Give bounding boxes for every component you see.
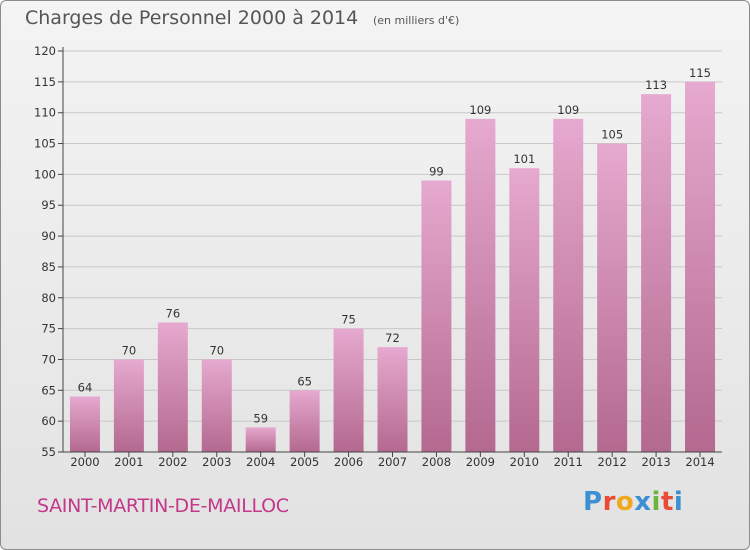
bar-value-label: 109 (557, 103, 579, 117)
bar (245, 427, 276, 452)
bar (377, 347, 408, 452)
axes (58, 47, 722, 457)
bar (465, 118, 496, 452)
x-tick-label: 2006 (334, 455, 363, 469)
y-tick-label: 115 (34, 75, 56, 89)
y-tick-label: 60 (41, 414, 56, 428)
bar (113, 359, 144, 452)
logo-letter: r (602, 487, 616, 517)
x-tick-label: 2003 (202, 455, 231, 469)
x-tick-label: 2002 (158, 455, 187, 469)
y-tick-label: 120 (34, 44, 56, 58)
logo-letter: o (615, 487, 635, 517)
y-tick-label: 105 (34, 137, 56, 151)
x-tick-label: 2000 (70, 455, 99, 469)
bar-value-label: 65 (297, 374, 312, 388)
bar (553, 118, 584, 452)
bar-value-label: 113 (645, 78, 667, 92)
bar (421, 180, 452, 453)
bar-value-label: 115 (689, 66, 711, 80)
bar-value-label: 75 (341, 313, 356, 327)
y-tick-label: 95 (41, 198, 56, 212)
place-name: SAINT-MARTIN-DE-MAILLOC (37, 495, 289, 517)
bar-value-label: 72 (385, 331, 400, 345)
x-tick-label: 2012 (598, 455, 627, 469)
x-tick-label: 2008 (422, 455, 451, 469)
bar-value-label: 59 (253, 411, 268, 425)
y-tick-label: 110 (34, 106, 56, 120)
y-tick-label: 65 (41, 383, 56, 397)
bar (509, 168, 540, 452)
logo-letter: P (583, 487, 603, 517)
y-tick-label: 55 (41, 445, 56, 459)
x-tick-label: 2009 (466, 455, 495, 469)
x-tick-label: 2011 (554, 455, 583, 469)
bar-value-label: 109 (469, 103, 491, 117)
logo-letter: t (660, 487, 674, 517)
y-tick-label: 100 (34, 167, 56, 181)
y-tick-label: 70 (41, 352, 56, 366)
bar-value-label: 76 (166, 306, 181, 320)
bar-value-label: 105 (601, 128, 623, 142)
x-tick-label: 2010 (510, 455, 539, 469)
chart-title: Charges de Personnel 2000 à 2014 (25, 7, 359, 29)
x-tick-label: 2013 (641, 455, 670, 469)
bars (69, 81, 716, 453)
bar (69, 396, 100, 452)
proxiti-logo[interactable]: Proxiti (583, 487, 683, 517)
bar-value-label: 99 (429, 165, 444, 179)
bar (157, 322, 188, 452)
y-tick-label: 85 (41, 260, 56, 274)
y-tick-label: 75 (41, 322, 56, 336)
x-tick-label: 2005 (290, 455, 319, 469)
bar (333, 328, 364, 452)
x-tick-label: 2007 (378, 455, 407, 469)
bar (685, 81, 716, 452)
y-tick-label: 80 (41, 291, 56, 305)
bar-value-label: 101 (513, 152, 535, 166)
logo-letter: i (651, 487, 661, 517)
bar-value-label: 70 (122, 343, 137, 357)
logo-letter: i (673, 487, 684, 517)
logo-letter: x (634, 487, 652, 517)
x-tick-label: 2001 (114, 455, 143, 469)
x-tick-label: 2004 (246, 455, 275, 469)
bar (641, 94, 672, 452)
bar (597, 143, 628, 453)
bar-value-label: 64 (78, 380, 93, 394)
bar (289, 390, 320, 452)
labels: 55 60 65 70 75 80 85 90 95 100 105 110 115 120 64 2000 7… (34, 44, 715, 469)
x-tick-label: 2014 (685, 455, 714, 469)
bar-value-label: 70 (209, 343, 224, 357)
y-tick-label: 90 (41, 229, 56, 243)
chart-unit-note: (en milliers d'€) (373, 14, 460, 27)
bar (201, 359, 232, 452)
